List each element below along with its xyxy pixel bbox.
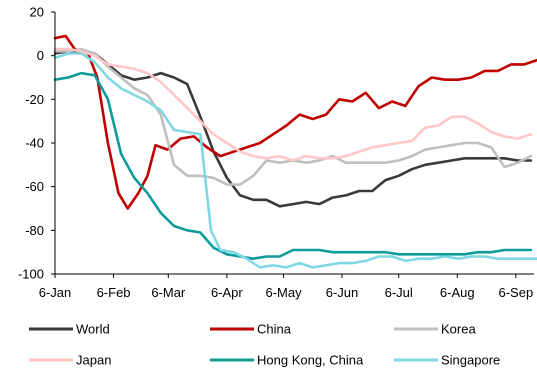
y-axis-ticks: 20 0 -20 -40 -60 -80 -100 bbox=[18, 5, 55, 282]
y-tick-label: 0 bbox=[37, 48, 44, 63]
x-tick-label: 6-May bbox=[266, 285, 303, 300]
x-tick-label: 6-Jan bbox=[39, 285, 72, 300]
x-tick-label: 6-Mar bbox=[151, 285, 186, 300]
legend-label: Singapore bbox=[441, 353, 500, 368]
x-tick-label: 6-Aug bbox=[440, 285, 475, 300]
x-tick-label: 6-Jul bbox=[385, 285, 413, 300]
x-tick-label: 6-Feb bbox=[97, 285, 131, 300]
legend-label: China bbox=[257, 322, 292, 337]
y-tick-label: 20 bbox=[30, 5, 44, 20]
legend-label: Hong Kong, China bbox=[257, 353, 364, 368]
x-tick-label: 6-Jun bbox=[326, 285, 359, 300]
x-tick-label: 6-Apr bbox=[211, 285, 243, 300]
series-line-1 bbox=[53, 34, 537, 210]
series-line-5 bbox=[53, 52, 537, 269]
y-tick-label: -80 bbox=[25, 223, 44, 238]
x-tick-label: 6-Sep bbox=[498, 285, 533, 300]
legend-label: Korea bbox=[441, 322, 476, 337]
plot-area bbox=[53, 34, 537, 269]
x-axis-ticks: 6-Jan 6-Feb 6-Mar 6-Apr 6-May 6-Jun 6-Jul 6-Aug… bbox=[39, 274, 533, 300]
y-tick-label: -60 bbox=[25, 179, 44, 194]
y-tick-label: -40 bbox=[25, 136, 44, 151]
series-line-0 bbox=[53, 50, 533, 208]
series-line-4 bbox=[53, 71, 533, 260]
legend-label: World bbox=[76, 322, 110, 337]
legend-label: Japan bbox=[76, 353, 111, 368]
y-tick-label: -100 bbox=[18, 267, 44, 282]
legend: World China Korea Japan Hong Kong, China Sing… bbox=[29, 322, 500, 368]
series-line-3 bbox=[53, 47, 533, 162]
y-tick-label: -20 bbox=[25, 92, 44, 107]
